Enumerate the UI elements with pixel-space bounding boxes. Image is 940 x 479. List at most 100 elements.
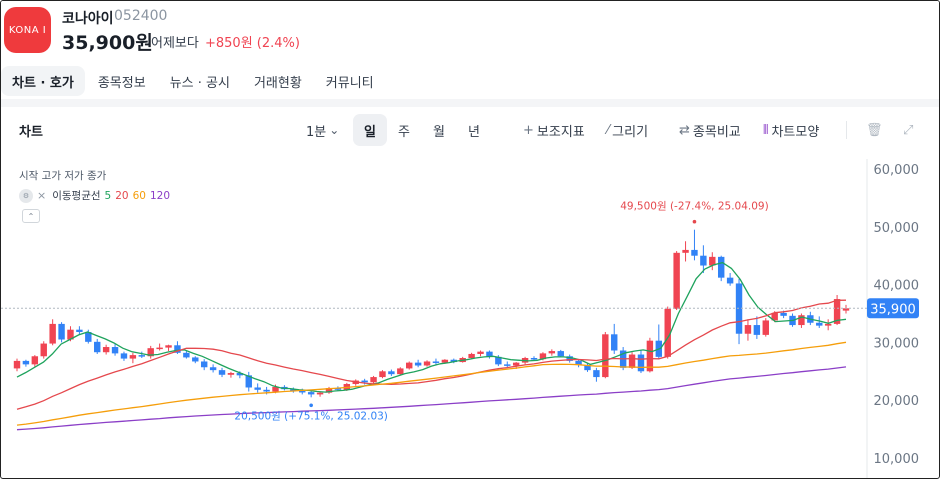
candle-body xyxy=(593,370,600,378)
settings-icon[interactable]: ⚙ xyxy=(19,188,33,203)
candle-body xyxy=(753,325,761,335)
y-tick-label: 60,000 xyxy=(874,163,920,178)
candle-body xyxy=(76,329,83,332)
draw-button[interactable]: ⁄ 그리기 xyxy=(607,116,648,144)
tab-chart-orderbook[interactable]: 차트 · 호가 xyxy=(1,66,85,96)
close-icon[interactable]: × xyxy=(37,189,47,202)
candle-body xyxy=(700,255,707,266)
candle-body xyxy=(272,386,279,392)
expand-icon[interactable]: ⤢ xyxy=(903,122,914,138)
period-month[interactable]: 월 xyxy=(433,124,445,140)
candle-body xyxy=(780,312,787,316)
candle-body xyxy=(726,277,734,284)
candle-body xyxy=(824,323,832,326)
candle-body xyxy=(486,351,493,357)
candle-body xyxy=(192,357,199,362)
candle-body xyxy=(111,347,119,354)
tab-community[interactable]: 커뮤니티 xyxy=(325,75,374,91)
candle-body xyxy=(49,323,56,344)
y-tick-label: 40,000 xyxy=(874,279,920,294)
indicators-button[interactable]: + 보조지표 xyxy=(523,116,585,144)
chart-title: 차트 xyxy=(19,125,43,140)
candle-body xyxy=(833,299,841,324)
ma-120-label: 120 xyxy=(149,189,171,202)
y-tick-label: 30,000 xyxy=(874,336,920,351)
period-day[interactable]: 일 xyxy=(353,114,387,146)
candle-body xyxy=(156,347,163,350)
candle-body xyxy=(147,348,154,357)
candle-body xyxy=(40,343,47,357)
candle-body xyxy=(397,368,404,375)
candle-body xyxy=(735,283,743,334)
ma-20-label: 20 xyxy=(115,189,129,202)
candle-body xyxy=(432,361,440,363)
period-year[interactable]: 년 xyxy=(468,124,480,140)
candle-body xyxy=(673,252,680,309)
candle-body xyxy=(200,361,208,368)
low-marker xyxy=(309,403,313,408)
candle-body xyxy=(379,371,386,378)
candle-body xyxy=(307,392,315,395)
candle-body xyxy=(13,360,21,369)
candle-body xyxy=(174,345,181,353)
compare-button[interactable]: ⇄ 종목비교 xyxy=(679,116,741,144)
candle-body xyxy=(209,367,217,371)
candle-body xyxy=(762,320,769,335)
interval-select[interactable]: 1분 ⌄ xyxy=(306,116,339,144)
candle-body xyxy=(263,389,270,392)
high-annotation: 49,500원 (-27.4%, 25.04.09) xyxy=(620,201,769,213)
candle-icon: ⫴ xyxy=(763,122,769,138)
candle-body xyxy=(361,380,368,383)
tab-trading-status[interactable]: 거래현황 xyxy=(253,75,302,91)
candle-body xyxy=(557,351,564,357)
candle-body xyxy=(611,334,618,351)
candle-body xyxy=(816,322,823,326)
tab-news[interactable]: 뉴스 · 공시 xyxy=(169,75,230,91)
chart-style-label: 차트모양 xyxy=(771,124,820,140)
tab-stock-info[interactable]: 종목정보 xyxy=(97,75,146,91)
low-annotation: 20,500원 (+75.1%, 25.02.03) xyxy=(234,410,388,422)
collapse-legend-button[interactable]: ⌃ xyxy=(22,209,40,223)
ma-20-line xyxy=(16,299,847,410)
candle-body xyxy=(254,387,261,390)
candle-body xyxy=(842,308,850,311)
ma-60-line xyxy=(16,341,847,426)
candle-body xyxy=(414,362,422,366)
ma-60-label: 60 xyxy=(132,189,146,202)
trash-icon[interactable]: 🗑 xyxy=(866,122,883,138)
candle-body xyxy=(129,355,137,359)
candle-body xyxy=(504,364,511,366)
candle-body xyxy=(94,341,101,353)
candle-body xyxy=(664,308,671,357)
high-marker xyxy=(692,219,697,224)
candle-body xyxy=(227,373,235,375)
current-price-badge xyxy=(867,298,919,319)
stock-header: KONA I 코나아이 052400 35,900원 어제보다 +850원 (2… xyxy=(1,1,939,105)
chevron-up-icon: ⌃ xyxy=(27,211,35,221)
compare-label-text: 종목비교 xyxy=(692,124,741,140)
candle-body xyxy=(290,389,297,391)
candle-body xyxy=(628,354,636,368)
candle-body xyxy=(236,373,244,376)
chart-style-button[interactable]: ⫴ 차트모양 xyxy=(763,116,819,144)
ma-legend: ⚙ × 이동평균선 5 20 60 120 xyxy=(19,188,170,203)
candle-body xyxy=(539,353,547,360)
stock-code: 052400 xyxy=(114,8,168,24)
current-price-label: 35,900 xyxy=(870,302,916,317)
candle-body xyxy=(138,355,146,357)
company-logo: KONA I xyxy=(4,7,51,53)
candle-body xyxy=(682,249,689,253)
candle-body xyxy=(388,371,395,375)
y-tick-label: 20,000 xyxy=(874,394,920,409)
ma-120-line xyxy=(16,366,847,431)
ma-5-label: 5 xyxy=(104,189,112,202)
plus-icon: + xyxy=(523,122,534,138)
candle-body xyxy=(165,345,172,348)
interval-label: 1분 xyxy=(306,124,327,140)
candle-body xyxy=(218,370,226,375)
ma-5-line xyxy=(16,261,847,393)
chart-toolbar: 차트 1분 ⌄ 일 주 월 년 + 보조지표 ⁄ 그리기 ⇄ 종목비교 ⫴ 차트… xyxy=(1,107,939,151)
period-week[interactable]: 주 xyxy=(398,124,410,140)
pencil-icon: ⁄ xyxy=(607,122,610,138)
